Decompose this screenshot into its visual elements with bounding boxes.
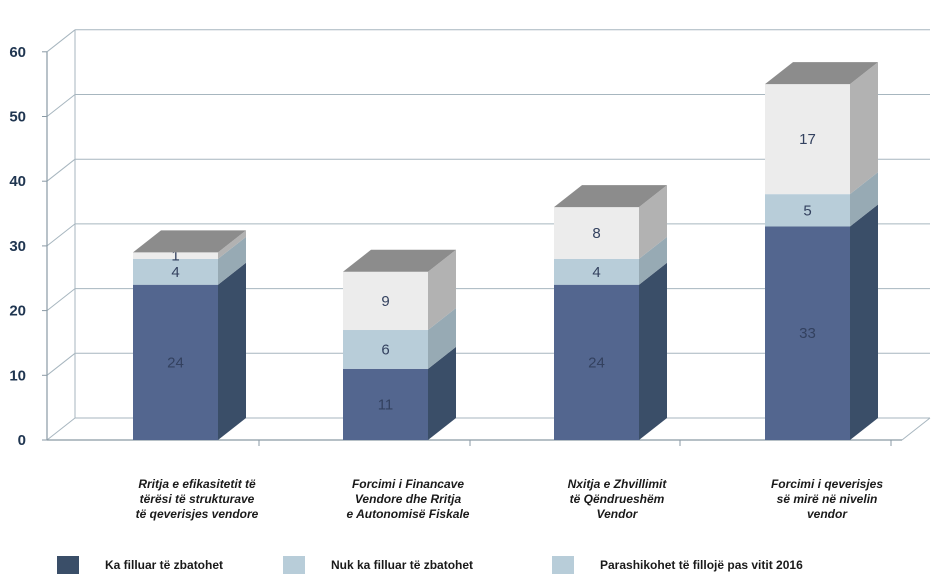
- y-tick-label-4: 40: [9, 173, 26, 190]
- bar-side-4-series-2: [850, 172, 878, 227]
- y-tick-label-2: 20: [9, 303, 26, 320]
- bar-side-1-series-1: [218, 262, 246, 440]
- category-label-2: Forcimi i Financave Vendore dhe Rritja e A…: [347, 477, 470, 521]
- y-tick-label-0: 0: [18, 432, 26, 449]
- bar-segment-1-series-3: [133, 252, 218, 259]
- bar-segment-1-series-1: [133, 284, 218, 440]
- bar-segment-3-series-3: [554, 207, 639, 259]
- bar-side-2-series-2: [428, 308, 456, 369]
- bar-segment-2-series-2: [343, 330, 428, 369]
- category-labels: Rritja e efikasitetit të tërësi të strukt…: [136, 477, 884, 521]
- bar-top-4: [765, 62, 878, 85]
- y-tick-label-6: 60: [9, 44, 26, 61]
- category-label-3: Nxitja e Zhvillimit të Qëndrueshëm Vendor: [568, 477, 668, 521]
- bar-stack-1: 24 41: [133, 230, 246, 440]
- legend-label-series-2: Nuk ka filluar të zbatohet: [331, 558, 474, 572]
- bar-side-3-series-1: [639, 262, 667, 440]
- bar-segment-1-series-2: [133, 258, 218, 285]
- bar-stack-3: 24 4 8: [554, 185, 667, 440]
- legend-item-series-1: Ka filluar të zbatohet: [57, 556, 223, 574]
- bar-segment-3-series-2: [554, 258, 639, 285]
- chart-axes: 0 10 20 30 40 50 60: [9, 44, 902, 449]
- gridline-diagonal-6: [46, 29, 76, 53]
- data-label-2-series-1: 11: [378, 396, 394, 413]
- data-label-4-series-3: 17: [799, 131, 816, 148]
- bar-top-2: [343, 249, 456, 272]
- gridline-diagonal-3: [46, 223, 76, 247]
- legend: Ka filluar të zbatohet Nuk ka filluar të…: [0, 556, 950, 574]
- gridline-diagonal-0: [46, 417, 76, 441]
- bar-side-3-series-2: [639, 236, 667, 285]
- data-label-4-series-1: 33: [799, 325, 816, 342]
- bar-stack-4: 33 5 17: [765, 62, 878, 440]
- gridline-diagonal-5: [46, 94, 76, 117]
- data-label-4-series-2: 5: [803, 202, 811, 219]
- bar-side-1-series-2: [218, 236, 246, 285]
- bar-segment-4-series-3: [765, 84, 850, 195]
- bar-side-3-series-3: [639, 185, 667, 259]
- gridline-diagonal-4: [46, 158, 76, 182]
- y-tick-label-5: 50: [9, 109, 26, 126]
- data-label-3-series-1: 24: [588, 354, 605, 371]
- bar-side-4-series-3: [850, 62, 878, 195]
- bar-segment-4-series-1: [765, 226, 850, 440]
- bar-side-2-series-3: [428, 249, 456, 331]
- y-tick-label-3: 30: [9, 238, 26, 255]
- data-label-3-series-2: 4: [592, 264, 600, 281]
- floor-right-edge: [901, 417, 931, 441]
- data-label-1-series-1: 24: [167, 354, 184, 371]
- bar-segment-2-series-1: [343, 368, 428, 440]
- legend-label-series-1: Ka filluar të zbatohet: [105, 558, 224, 572]
- bar-side-4-series-1: [850, 204, 878, 440]
- data-label-2-series-3: 9: [381, 293, 389, 310]
- gridline-diagonal-2: [46, 288, 76, 311]
- y-tick-label-1: 10: [9, 367, 26, 384]
- data-label-3-series-3: 8: [592, 225, 600, 242]
- legend-swatch-series-1: [57, 556, 79, 574]
- data-label-1-series-2: 4: [171, 264, 179, 281]
- bar-segment-4-series-2: [765, 194, 850, 227]
- bar-stack-2: 11 6 9: [343, 249, 456, 440]
- bar-segment-3-series-1: [554, 284, 639, 440]
- legend-item-series-3: Parashikohet të fillojë pas vitit 2016: [552, 556, 803, 574]
- bar-segment-2-series-3: [343, 271, 428, 331]
- legend-item-series-2: Nuk ka filluar të zbatohet: [283, 556, 473, 574]
- gridline-diagonal-1: [46, 352, 76, 376]
- data-label-2-series-2: 6: [381, 341, 389, 358]
- data-label-1-series-3: 1: [171, 248, 179, 265]
- category-label-1: Rritja e efikasitetit të tërësi të strukt…: [136, 477, 259, 521]
- legend-swatch-series-3: [552, 556, 574, 574]
- bar-side-1-series-3: [218, 230, 246, 259]
- bar-side-2-series-1: [428, 346, 456, 440]
- legend-swatch-series-2: [283, 556, 305, 574]
- bar-top-3: [554, 185, 667, 208]
- legend-label-series-3: Parashikohet të fillojë pas vitit 2016: [600, 558, 803, 572]
- category-label-4: Forcimi i qeverisjes së mirë në nivelin ve…: [771, 477, 883, 521]
- bar-top-1: [133, 230, 246, 253]
